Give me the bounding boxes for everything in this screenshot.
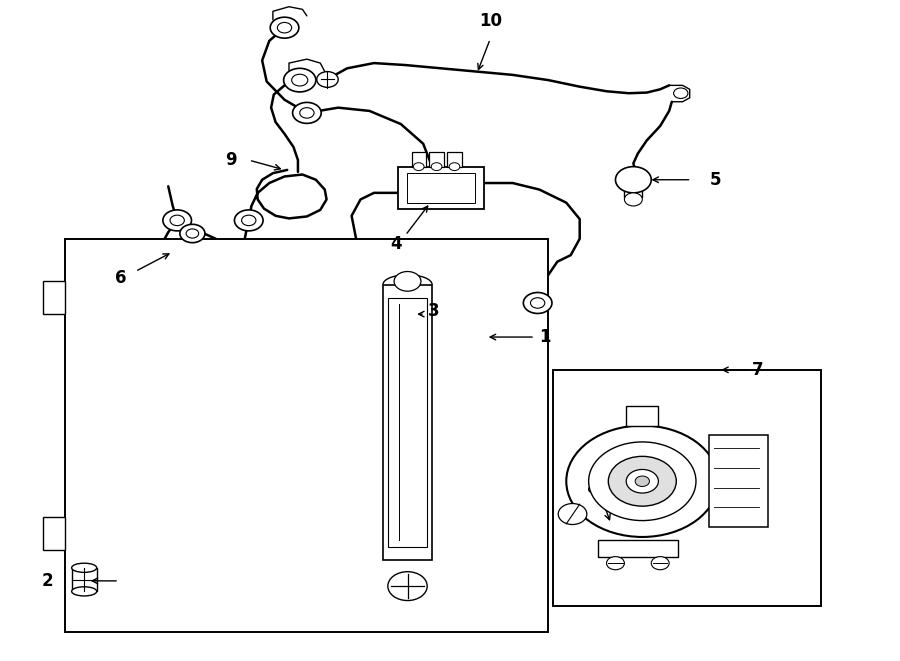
Circle shape	[186, 229, 199, 238]
Circle shape	[431, 163, 442, 171]
Bar	[411, 152, 426, 167]
Circle shape	[284, 68, 316, 92]
Bar	[447, 152, 462, 167]
Circle shape	[388, 572, 427, 601]
Ellipse shape	[72, 587, 96, 596]
Circle shape	[635, 476, 650, 486]
Circle shape	[413, 163, 424, 171]
Bar	[382, 285, 432, 560]
Text: 5: 5	[709, 171, 721, 189]
Circle shape	[608, 456, 676, 506]
Bar	[398, 167, 484, 210]
Circle shape	[163, 210, 192, 231]
Bar	[66, 239, 548, 632]
Circle shape	[652, 557, 669, 570]
Circle shape	[394, 272, 421, 292]
Circle shape	[530, 297, 544, 308]
Circle shape	[277, 22, 292, 33]
Bar	[709, 436, 768, 527]
Bar	[72, 568, 96, 592]
Circle shape	[523, 292, 552, 313]
Circle shape	[234, 210, 263, 231]
Bar	[43, 282, 66, 314]
Circle shape	[558, 504, 587, 525]
Circle shape	[241, 215, 256, 225]
Bar	[43, 518, 66, 550]
Bar	[429, 152, 444, 167]
Bar	[598, 540, 678, 557]
Text: 9: 9	[225, 151, 237, 169]
Bar	[625, 182, 643, 197]
Bar	[626, 406, 659, 426]
Circle shape	[589, 442, 696, 521]
Text: 10: 10	[479, 13, 502, 30]
Circle shape	[616, 167, 652, 193]
Text: 4: 4	[391, 235, 402, 253]
Circle shape	[270, 17, 299, 38]
Bar	[407, 173, 475, 203]
Circle shape	[300, 108, 314, 118]
Ellipse shape	[72, 563, 96, 572]
Circle shape	[292, 74, 308, 86]
Text: 6: 6	[115, 269, 127, 287]
Text: 2: 2	[41, 572, 53, 590]
Text: 1: 1	[539, 328, 551, 346]
Circle shape	[673, 88, 688, 98]
Circle shape	[292, 102, 321, 124]
Circle shape	[566, 426, 718, 537]
Circle shape	[449, 163, 460, 171]
Text: 8: 8	[588, 479, 598, 497]
Text: 3: 3	[428, 302, 439, 320]
Bar	[388, 297, 427, 547]
Text: 7: 7	[752, 361, 764, 379]
Circle shape	[170, 215, 184, 225]
Bar	[553, 369, 821, 605]
Circle shape	[626, 469, 659, 493]
Circle shape	[317, 71, 338, 87]
Circle shape	[180, 224, 205, 243]
Circle shape	[607, 557, 625, 570]
Circle shape	[625, 193, 643, 206]
